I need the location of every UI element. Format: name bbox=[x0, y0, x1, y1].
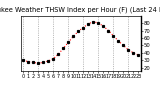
Text: Milwaukee Weather THSW Index per Hour (F) (Last 24 Hours): Milwaukee Weather THSW Index per Hour (F… bbox=[0, 6, 160, 13]
